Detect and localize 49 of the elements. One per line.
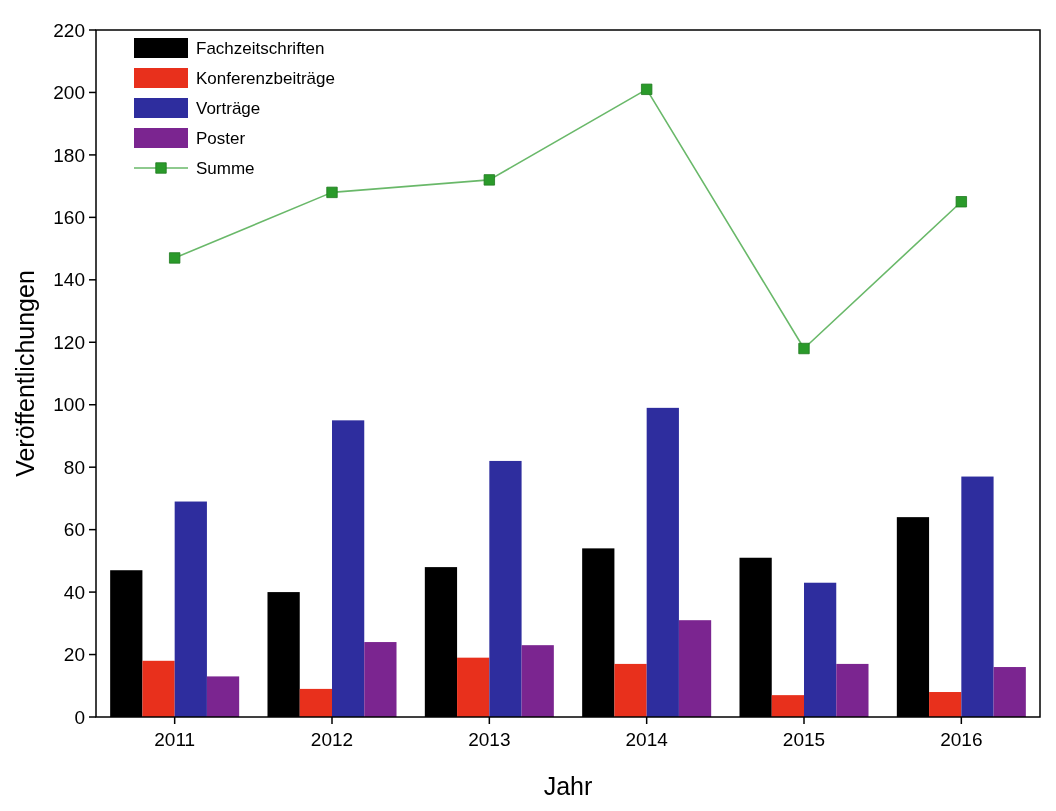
y-tick-label: 100 (53, 394, 85, 416)
y-tick-label: 160 (53, 207, 85, 229)
x-tick-label: 2013 (468, 729, 511, 750)
bar (804, 582, 837, 717)
point (169, 252, 181, 264)
bar (521, 645, 554, 717)
x-tick-label: 2016 (940, 729, 983, 750)
bar (993, 667, 1026, 717)
y-tick-label: 180 (53, 144, 85, 166)
x-tick-label: 2011 (154, 729, 196, 750)
x-tick-label: 2012 (310, 729, 354, 750)
bar (206, 676, 240, 717)
bar (929, 692, 962, 717)
bar (771, 695, 804, 717)
y-tick-label: 60 (63, 519, 85, 541)
legend-label: Vorträge (196, 98, 261, 118)
bar (457, 657, 490, 717)
bar (678, 620, 712, 717)
bar (332, 420, 365, 717)
y-tick-label: 220 (53, 19, 85, 41)
y-tick-label: 40 (63, 581, 85, 603)
point (641, 83, 653, 95)
y-tick-label: 0 (74, 706, 85, 728)
x-tick-label: 2015 (782, 729, 826, 750)
legend-label: Summe (196, 158, 255, 178)
bar (836, 663, 869, 717)
x-axis-title: Jahr (543, 772, 593, 800)
legend-label: Poster (196, 128, 246, 148)
legend-label: Fachzeitschriften (196, 38, 325, 58)
bar (646, 407, 679, 717)
point (955, 196, 967, 208)
y-tick-label: 20 (63, 644, 85, 666)
point (483, 174, 495, 186)
bar (142, 660, 175, 717)
point (326, 186, 338, 199)
x-tick-label: 2014 (625, 729, 669, 750)
y-tick-label: 80 (63, 456, 85, 478)
y-axis-title: Veröffentlichungen (11, 270, 39, 477)
y-tick-label: 120 (53, 331, 85, 353)
bar (614, 663, 647, 717)
point (798, 342, 810, 355)
bar (961, 476, 994, 717)
bar (489, 460, 522, 717)
bar (364, 642, 397, 717)
bar (299, 688, 332, 717)
bar (174, 501, 207, 717)
legend-label: Konferenzbeiträge (196, 68, 335, 88)
y-tick-label: 200 (53, 82, 85, 104)
y-tick-label: 140 (53, 269, 85, 291)
